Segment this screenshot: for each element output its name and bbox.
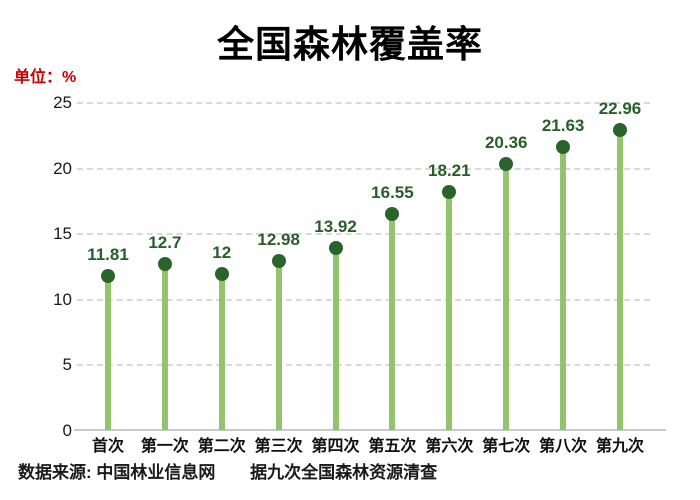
lollipop-stem <box>161 264 168 430</box>
chart-title: 全国森林覆盖率 <box>217 24 483 65</box>
lollipop-dot <box>385 206 400 221</box>
gridline <box>77 298 650 301</box>
value-label: 16.55 <box>371 182 414 202</box>
unit-label: 单位：% <box>14 69 77 86</box>
value-label: 21.63 <box>541 116 585 136</box>
lollipop-stem <box>446 192 453 430</box>
lollipop-dot <box>157 257 172 272</box>
data-source-text: 数据来源: 中国林业信息网 <box>18 463 216 482</box>
y-axis-tick-label: 10 <box>53 289 72 309</box>
x-axis-line <box>74 429 666 431</box>
lollipop-stem <box>275 260 282 430</box>
lollipop-dot <box>442 185 457 200</box>
lollipop-dot <box>499 156 514 171</box>
x-axis-category-label: 第六次 <box>425 438 474 455</box>
gridline <box>77 102 650 104</box>
lollipop-stem <box>389 213 396 430</box>
value-label: 20.36 <box>484 132 528 152</box>
x-axis-category-label: 第五次 <box>368 438 417 455</box>
lollipop-dot <box>613 122 627 137</box>
lollipop-dot <box>101 269 115 284</box>
x-axis-category-label: 第八次 <box>539 438 588 455</box>
lollipop-dot <box>271 253 286 268</box>
gridline <box>77 167 650 170</box>
x-axis-category-label: 第七次 <box>482 438 531 455</box>
value-label: 12.7 <box>148 233 182 253</box>
value-label: 12.98 <box>257 229 300 249</box>
lollipop-stem <box>503 163 510 430</box>
lollipop-stem <box>218 273 225 430</box>
value-label: 11.81 <box>87 245 129 265</box>
x-axis-category-label: 第九次 <box>595 438 644 455</box>
lollipop-stem <box>560 147 567 430</box>
lollipop-stem <box>332 248 339 430</box>
gridline <box>77 233 650 236</box>
lollipop-stem <box>105 276 111 430</box>
x-axis-category-label: 第一次 <box>140 438 189 455</box>
y-axis-tick-label: 5 <box>62 355 72 375</box>
lollipop-dot <box>556 140 571 155</box>
x-axis-category-label: 首次 <box>91 438 124 455</box>
x-axis-category-label: 第三次 <box>254 438 303 455</box>
value-label: 22.96 <box>598 98 642 118</box>
footer: 数据来源: 中国林业信息网 据九次全国森林资源清查 <box>18 458 437 483</box>
lollipop-stem <box>617 129 623 430</box>
value-label: 12 <box>212 242 232 262</box>
y-axis-tick-label: 15 <box>53 224 72 244</box>
y-axis-tick-label: 25 <box>53 93 72 112</box>
y-axis-tick-label: 0 <box>62 421 72 440</box>
value-label: 18.21 <box>428 161 471 181</box>
x-axis-category-label: 第四次 <box>311 438 360 455</box>
x-axis-category-label: 第二次 <box>197 438 246 455</box>
survey-note-text: 据九次全国森林资源清查 <box>250 463 438 482</box>
gridline <box>77 364 650 367</box>
lollipop-dot <box>214 266 229 281</box>
lollipop-dot <box>328 241 343 256</box>
y-axis-tick-label: 20 <box>53 158 72 178</box>
value-label: 13.92 <box>314 217 357 237</box>
